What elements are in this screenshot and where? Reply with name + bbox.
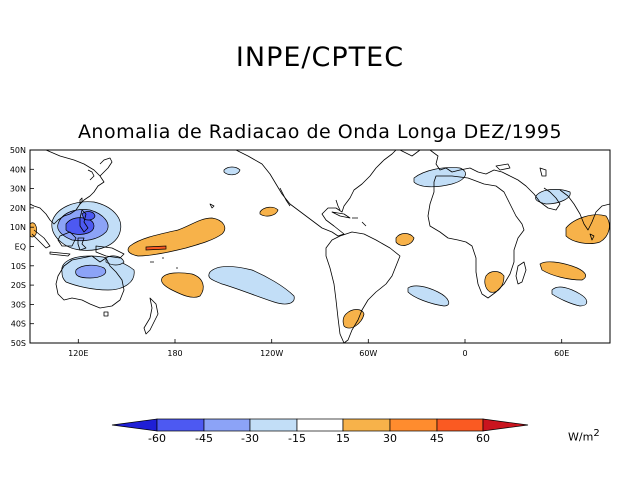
colorbar-label-m30: -30 [241,432,259,445]
anomaly-philippines-inner-2 [81,211,96,221]
anomaly-south-atlantic-negative [407,285,450,307]
lat-label-20s: 20S [11,281,26,290]
lat-label-40s: 40S [11,320,26,329]
coast-sri-lanka [589,233,595,241]
anomaly-central-pacific [127,217,226,257]
anomaly-east-pacific [208,266,295,305]
colorbar-label-m15: -15 [288,432,306,445]
coast-south-america [325,231,401,343]
colorbar-label-45: 45 [430,432,444,445]
coast-madagascar [515,261,527,285]
lon-axis [77,339,563,343]
lon-label-180: 180 [167,349,182,358]
anomaly-patches [30,166,610,329]
anomaly-south-indian-positive [539,261,586,281]
coast-florida [335,199,341,211]
colorbar-units: W/m2 [568,428,600,444]
lat-label-30n: 30N [10,185,26,194]
colorbar-label-m45: -45 [195,432,213,445]
colorbar-bin-6 [389,418,438,432]
coast-borneo [57,231,77,247]
coast-hawaii [209,203,215,209]
coastlines [30,150,610,343]
colorbar-bin-8 [482,418,529,432]
anomaly-ne-pacific-positive [259,206,279,217]
lon-label-60e: 60E [554,349,569,358]
map-area [30,150,610,343]
coast-arabia [509,175,561,211]
coast-india [559,189,610,231]
map-frame [29,149,611,344]
lat-label-30s: 30S [11,300,26,309]
coast-java [49,251,71,257]
colorbar-bin-5 [342,418,391,432]
units-exponent: 2 [593,428,600,439]
colorbar-bin-3 [249,418,298,432]
colorbar-label-15: 15 [336,432,350,445]
colorbar-bin-4 [296,418,344,432]
colorbar-bin-7 [436,418,484,432]
coast-caribbean [352,217,367,227]
coast-new-guinea [95,245,125,259]
map-title: Anomalia de Radiacao de Onda Longa DEZ/1… [77,121,563,143]
lat-label-50s: 50S [11,339,26,348]
coast-greenland [399,150,421,157]
coast-new-zealand [143,297,159,335]
coast-europe [429,150,511,177]
lat-axis [30,149,34,344]
coast-australia [55,255,125,309]
units-text: W/m [568,430,594,444]
coast-caspian [539,167,547,177]
anomaly-central-pacific-line [145,245,167,251]
lat-label-40n: 40N [10,165,26,174]
colorbar-label-60: 60 [476,432,490,445]
coast-cuba [331,211,351,219]
page-title: INPE/CPTEC [235,42,405,73]
lat-label-10n: 10N [10,223,26,232]
anomaly-nw-pacific-small [223,166,241,176]
coast-black-sea [495,163,511,171]
anomaly-south-america-positive [342,309,365,329]
coast-north-america [235,150,397,237]
lat-label-20n: 20N [10,204,26,213]
coast-korea [87,169,95,181]
lon-label-120e: 120E [68,349,88,358]
colorbar-bin-2 [203,418,251,432]
lon-label-0: 0 [462,349,467,358]
coast-sulawesi [77,237,87,251]
coast-sumatra [31,229,51,249]
lat-label-50n: 50N [10,146,26,155]
lat-label-eq: EQ [15,243,26,252]
anomaly-south-pacific [161,272,204,298]
colorbar [111,418,529,432]
lon-label-120w: 120W [260,349,283,358]
colorbar-bin-1 [156,418,205,432]
coast-pacific-islands [150,257,178,269]
lon-labels: 120E 180 120W 60W 0 60E [68,349,569,358]
coast-japan [99,157,113,177]
colorbar-label-30: 30 [383,432,397,445]
anomaly-atlantic-positive [395,233,415,246]
coast-philippines [79,209,89,233]
coast-africa [427,175,525,299]
anomaly-south-indian-negative [551,286,588,307]
anomaly-australia-inner [75,264,107,279]
lat-label-10s: 10S [11,262,26,271]
colorbar-label-m60: -60 [148,432,166,445]
coast-baja [279,187,291,207]
lon-label-60w: 60W [359,349,377,358]
colorbar-labels: -60 -45 -30 -15 15 30 45 60 [148,432,490,445]
coast-tasmania [103,311,109,317]
coast-taiwan [79,197,83,205]
colorbar-bin-0 [111,418,158,432]
anomaly-arabia-negative [535,189,571,205]
lat-labels: 50N 40N 30N 20N 10N EQ 10S 20S 30S 40S 5… [10,146,26,348]
anomaly-southern-africa-positive [484,271,505,293]
